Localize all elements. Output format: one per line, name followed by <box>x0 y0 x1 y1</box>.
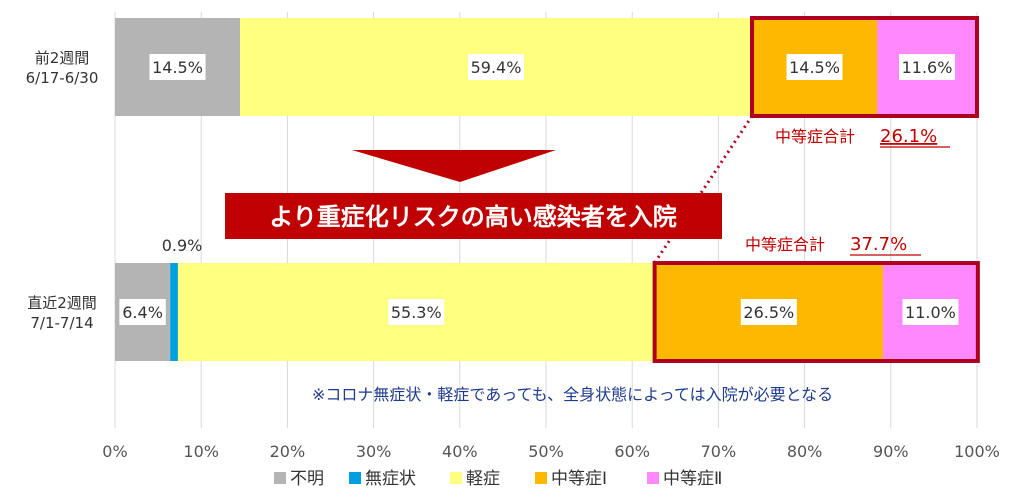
legend-swatch <box>535 472 547 484</box>
legend-swatch <box>349 472 361 484</box>
legend-swatch <box>274 472 286 484</box>
value-label: 11.6% <box>902 58 953 77</box>
value-labels: 14.5% 59.4% 14.5% 11.6% 6.4% 0.9% 55.3% 26.5% 11… <box>119 54 959 325</box>
x-tick-label: 100% <box>954 442 1000 461</box>
value-label: 14.5% <box>152 58 203 77</box>
legend-label: 不明 <box>290 469 324 489</box>
legend-label: 中等症Ⅰ <box>551 469 607 489</box>
moderate-highlight-frame <box>750 16 979 118</box>
value-label: 55.3% <box>391 303 442 322</box>
bar-segment <box>170 263 178 361</box>
footnote: ※コロナ無症状・軽症であっても、全身状態によっては入院が必要となる <box>312 385 833 404</box>
bottom-moderate-total-label: 中等症合計 <box>745 235 825 254</box>
banner-box <box>225 193 722 239</box>
x-tick-label: 10% <box>183 442 219 461</box>
value-label-box <box>786 54 843 80</box>
value-label-box <box>149 54 206 80</box>
legend: 不明 無症状 軽症 中等症Ⅰ 中等症Ⅱ <box>274 469 722 489</box>
highlight-frames <box>652 16 980 363</box>
value-label-box <box>902 299 959 325</box>
legend-label: 軽症 <box>466 469 500 489</box>
value-label: 11.0% <box>905 303 956 322</box>
legend-swatch <box>647 472 659 484</box>
category-label: 前2週間 <box>35 49 90 67</box>
value-label-box <box>388 299 445 325</box>
legend-swatch <box>450 472 462 484</box>
bottom-moderate-total-value: 37.7% <box>850 234 907 255</box>
value-label-box <box>119 299 166 325</box>
x-tick-label: 20% <box>270 442 306 461</box>
annotations: 中等症合計 26.1% 中等症合計 37.7% より重症化リスクの高い感染者を入院 ※コロ… <box>225 126 950 404</box>
value-label: 59.4% <box>471 58 522 77</box>
value-label-box <box>899 54 956 80</box>
category-label: 直近2週間 <box>27 294 97 312</box>
dotted-connector <box>653 115 754 264</box>
value-label: 14.5% <box>789 58 840 77</box>
legend-label: 無症状 <box>365 469 416 489</box>
top-moderate-total-label: 中等症合計 <box>775 127 855 146</box>
x-tick-label: 40% <box>442 442 478 461</box>
x-tick-label: 50% <box>528 442 564 461</box>
down-arrow-icon <box>352 150 556 182</box>
moderate-highlight-frame <box>652 261 980 363</box>
legend-label: 中等症Ⅱ <box>663 469 722 489</box>
value-label: 26.5% <box>743 303 794 322</box>
x-axis: 0% 10% 20% 30% 40% 50% 60% 70% 80% 90% 100% <box>102 442 1000 461</box>
category-labels: 前2週間 6/17-6/30 直近2週間 7/1-7/14 <box>26 49 99 332</box>
x-tick-label: 0% <box>102 442 127 461</box>
category-label: 7/1-7/14 <box>30 314 93 332</box>
x-tick-label: 30% <box>356 442 392 461</box>
x-tick-label: 80% <box>787 442 823 461</box>
category-label: 6/17-6/30 <box>26 69 99 87</box>
value-label: 0.9% <box>162 236 203 255</box>
banner-text: より重症化リスクの高い感染者を入院 <box>269 203 677 231</box>
x-tick-label: 70% <box>701 442 737 461</box>
value-label: 6.4% <box>122 303 163 322</box>
value-label-box <box>740 299 797 325</box>
x-tick-label: 60% <box>614 442 650 461</box>
top-moderate-total-value: 26.1% <box>880 126 937 147</box>
value-label-box <box>468 54 525 80</box>
x-tick-label: 90% <box>873 442 909 461</box>
